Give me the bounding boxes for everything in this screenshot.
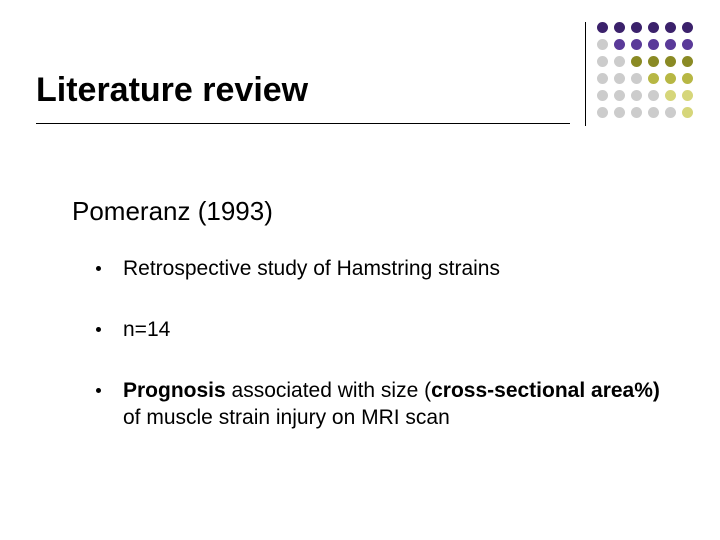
dot-icon — [648, 39, 659, 50]
bullet-icon — [96, 388, 101, 393]
slide: { "title": "Literature review", "subhead… — [0, 0, 720, 540]
dot-icon — [631, 90, 642, 101]
dot-icon — [665, 22, 676, 33]
subheading: Pomeranz (1993) — [72, 196, 273, 227]
dot-icon — [648, 56, 659, 67]
dot-icon — [614, 90, 625, 101]
dot-icon — [597, 73, 608, 84]
dot-icon — [614, 39, 625, 50]
dot-icon — [614, 107, 625, 118]
dot-icon — [665, 90, 676, 101]
bullet-text: Prognosis associated with size (cross-se… — [123, 378, 660, 432]
dot-icon — [614, 56, 625, 67]
bullet-list: Retrospective study of Hamstring strains… — [96, 256, 660, 466]
dot-icon — [614, 22, 625, 33]
dot-icon — [682, 90, 693, 101]
dot-icon — [682, 107, 693, 118]
dot-icon — [597, 56, 608, 67]
dot-icon — [631, 73, 642, 84]
list-item: Prognosis associated with size (cross-se… — [96, 378, 660, 432]
bullet-text: Retrospective study of Hamstring strains — [123, 256, 660, 283]
dot-icon — [597, 22, 608, 33]
dot-icon — [614, 73, 625, 84]
dot-icon — [631, 22, 642, 33]
decorative-dot-grid — [597, 22, 696, 121]
dot-icon — [597, 90, 608, 101]
title-block: Literature review — [36, 72, 570, 124]
dot-icon — [682, 22, 693, 33]
dot-icon — [597, 39, 608, 50]
dot-icon — [665, 39, 676, 50]
bullet-icon — [96, 327, 101, 332]
title-vertical-divider — [585, 22, 586, 126]
dot-icon — [631, 56, 642, 67]
list-item: Retrospective study of Hamstring strains — [96, 256, 660, 283]
dot-icon — [665, 56, 676, 67]
bullet-icon — [96, 266, 101, 271]
dot-icon — [648, 90, 659, 101]
dot-icon — [665, 73, 676, 84]
bullet-text: n=14 — [123, 317, 660, 344]
dot-icon — [648, 22, 659, 33]
dot-icon — [597, 107, 608, 118]
dot-icon — [631, 39, 642, 50]
dot-icon — [682, 73, 693, 84]
slide-title: Literature review — [36, 72, 570, 109]
dot-icon — [631, 107, 642, 118]
dot-icon — [665, 107, 676, 118]
dot-icon — [648, 107, 659, 118]
dot-icon — [648, 73, 659, 84]
dot-icon — [682, 39, 693, 50]
list-item: n=14 — [96, 317, 660, 344]
dot-icon — [682, 56, 693, 67]
